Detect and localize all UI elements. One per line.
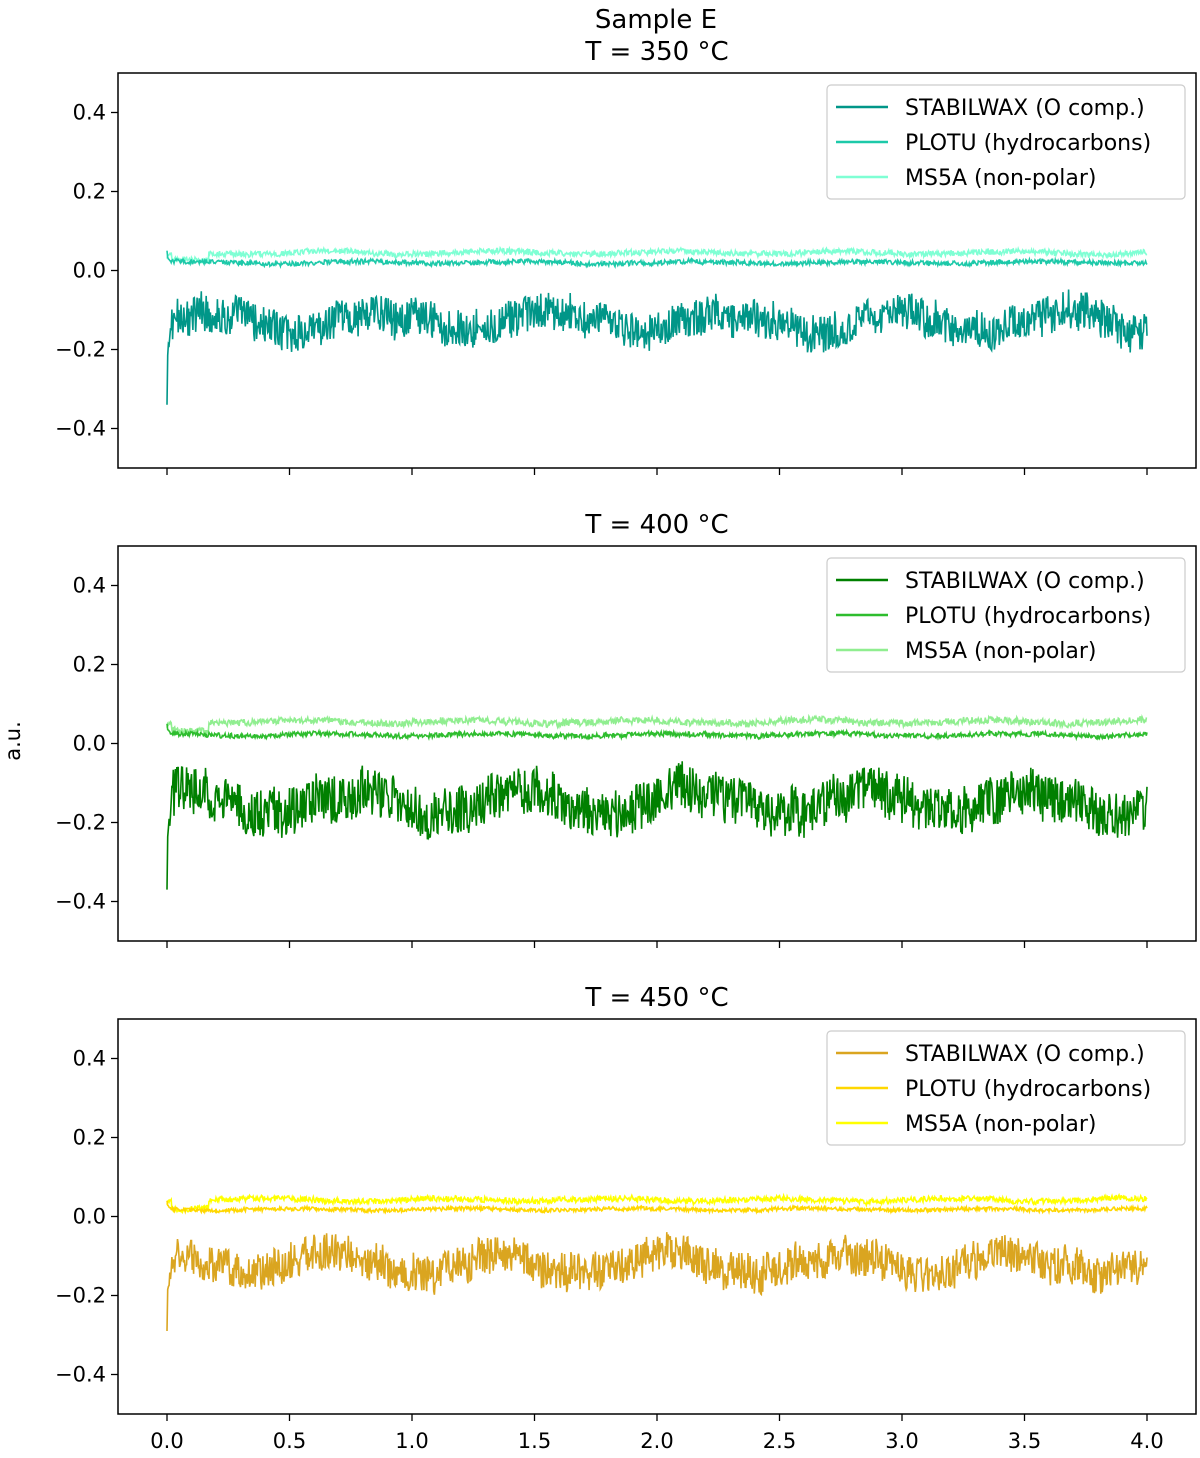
legend-label: PLOTU (hydrocarbons) bbox=[905, 604, 1151, 629]
series-line-1 bbox=[166, 1232, 1148, 1332]
panel-title: T = 400 °C bbox=[584, 510, 728, 540]
series-lines bbox=[166, 245, 1148, 405]
legend-label: MS5A (non-polar) bbox=[905, 639, 1097, 664]
figure-suptitle: Sample E bbox=[595, 5, 717, 35]
x-tick-label: 1.0 bbox=[395, 1429, 428, 1453]
legend: STABILWAX (O comp.) PLOTU (hydrocarbons) M… bbox=[826, 84, 1186, 200]
legend: STABILWAX (O comp.) PLOTU (hydrocarbons) M… bbox=[826, 557, 1186, 673]
legend-label: PLOTU (hydrocarbons) bbox=[905, 131, 1151, 156]
series-lines bbox=[166, 1192, 1148, 1332]
legend-label: MS5A (non-polar) bbox=[905, 166, 1097, 191]
x-tick-label: 2.0 bbox=[640, 1429, 673, 1453]
legend-label: STABILWAX (O comp.) bbox=[905, 96, 1145, 121]
y-tick-label: 0.4 bbox=[73, 101, 106, 125]
series-line-3 bbox=[166, 1192, 1148, 1215]
series-line-1 bbox=[166, 289, 1148, 405]
y-tick-label: 0.0 bbox=[73, 259, 106, 283]
series-line-2 bbox=[166, 723, 1148, 742]
y-tick-label: −0.2 bbox=[55, 811, 106, 835]
x-tick-label: 1.5 bbox=[518, 1429, 551, 1453]
chart-panels: T = 350 °C −0.4 −0.2 0.0 0.2 0.4 STABILWAX (O … bbox=[55, 37, 1197, 1453]
x-tick-label: 3.0 bbox=[885, 1429, 918, 1453]
series-line-2 bbox=[166, 250, 1148, 270]
y-tick-label: −0.2 bbox=[55, 1284, 106, 1308]
chart-panel-3: T = 450 °C −0.4 −0.2 0.0 0.2 0.4 0.0 0.5 1.0 1.5 2… bbox=[55, 983, 1197, 1453]
x-tick-label: 3.5 bbox=[1008, 1429, 1041, 1453]
legend-label: STABILWAX (O comp.) bbox=[905, 1042, 1145, 1067]
y-tick-label: −0.4 bbox=[55, 890, 106, 914]
x-tick-label: 0.5 bbox=[273, 1429, 306, 1453]
legend: STABILWAX (O comp.) PLOTU (hydrocarbons) M… bbox=[826, 1030, 1186, 1146]
legend-label: MS5A (non-polar) bbox=[905, 1112, 1097, 1137]
series-lines bbox=[166, 713, 1148, 890]
legend-frame bbox=[826, 84, 1186, 200]
chart-panel-2: T = 400 °C −0.4 −0.2 0.0 0.2 0.4 STABILWAX (O … bbox=[55, 510, 1197, 948]
panel-title: T = 450 °C bbox=[584, 983, 728, 1013]
y-tick-label: −0.2 bbox=[55, 338, 106, 362]
y-axis-label: a.u. bbox=[1, 721, 25, 761]
x-tick-label: 2.5 bbox=[763, 1429, 796, 1453]
y-tick-label: −0.4 bbox=[55, 1363, 106, 1387]
series-line-2 bbox=[166, 1200, 1148, 1215]
y-tick-label: 0.0 bbox=[73, 732, 106, 756]
x-tick-label: 0.0 bbox=[150, 1429, 183, 1453]
y-tick-label: 0.2 bbox=[73, 1126, 106, 1150]
x-tick-label: 4.0 bbox=[1130, 1429, 1163, 1453]
panel-title: T = 350 °C bbox=[584, 37, 728, 67]
legend-frame bbox=[826, 557, 1186, 673]
legend-label: STABILWAX (O comp.) bbox=[905, 569, 1145, 594]
legend-label: PLOTU (hydrocarbons) bbox=[905, 1077, 1151, 1102]
legend-frame bbox=[826, 1030, 1186, 1146]
y-tick-label: 0.4 bbox=[73, 1047, 106, 1071]
chart-panel-1: T = 350 °C −0.4 −0.2 0.0 0.2 0.4 STABILWAX (O … bbox=[55, 37, 1197, 475]
y-tick-label: 0.4 bbox=[73, 574, 106, 598]
series-line-1 bbox=[166, 761, 1148, 890]
series-line-3 bbox=[166, 713, 1148, 737]
y-tick-label: 0.0 bbox=[73, 1205, 106, 1229]
y-tick-label: 0.2 bbox=[73, 653, 106, 677]
series-line-3 bbox=[166, 245, 1148, 265]
y-tick-label: −0.4 bbox=[55, 417, 106, 441]
y-tick-label: 0.2 bbox=[73, 180, 106, 204]
